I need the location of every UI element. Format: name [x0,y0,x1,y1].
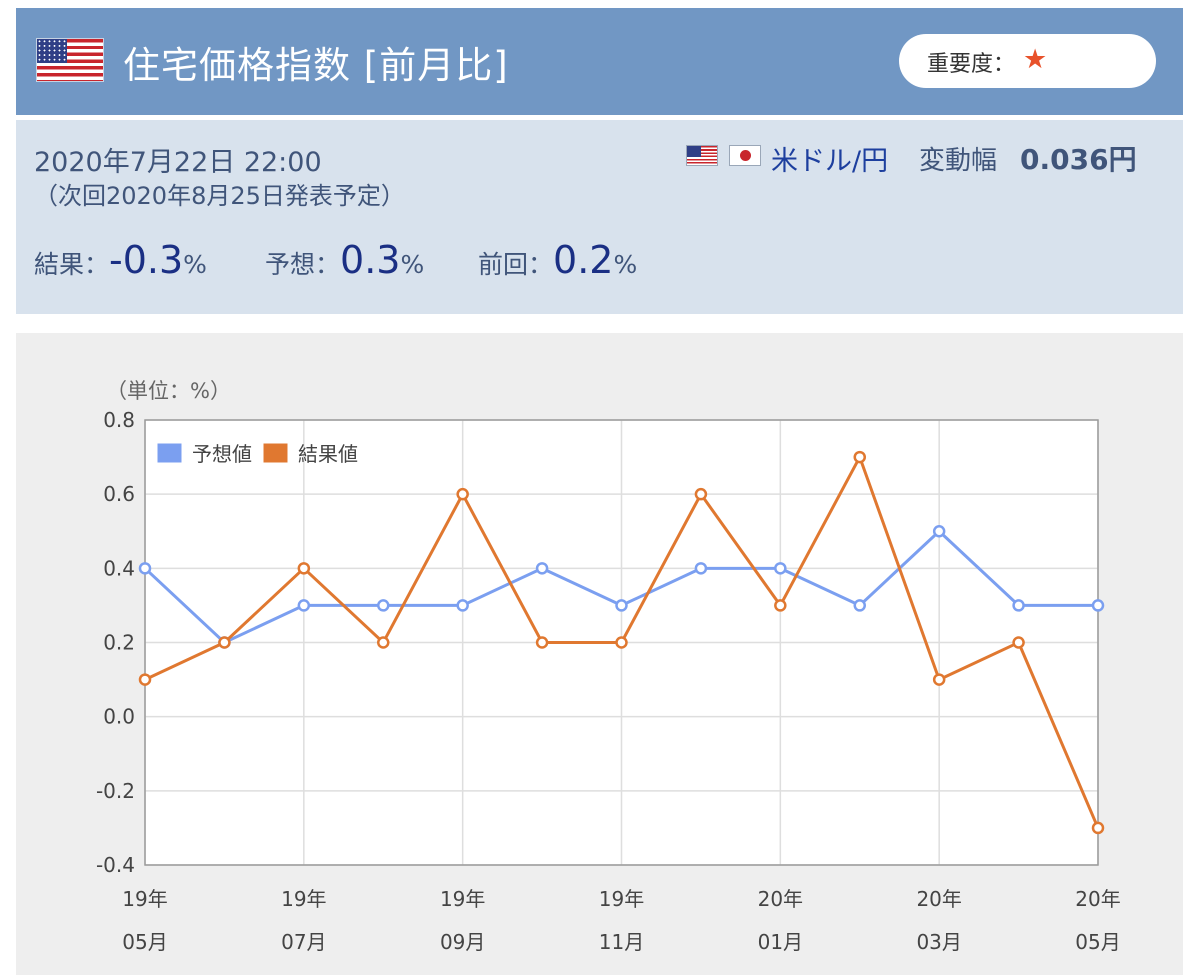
data-point [377,599,390,612]
forecast-label: 予想： [265,250,341,279]
y-tick-label: 0.6 [103,482,135,506]
data-point [615,599,628,612]
chart-container: 0.8 0.6 0.4 0.2 0.0 -0.2 -0.4 19年 05月 19年 07月 19年 09… [16,333,1183,975]
next-release-date: （次回2020年8月25日発表予定） [34,182,405,210]
x-tick-label: 09月 [440,930,485,954]
unit-label: （単位：%） [106,379,231,403]
data-point [138,562,152,575]
x-tick-label: 19年 [599,887,644,911]
x-tick-label: 05月 [1075,930,1120,954]
data-point [1012,636,1025,649]
data-point [853,599,866,612]
x-tick-label: 07月 [281,930,326,954]
data-point [853,450,866,464]
y-tick-label: 0.4 [103,556,135,580]
data-point [1091,599,1105,612]
data-point [297,562,311,575]
line-chart: 0.8 0.6 0.4 0.2 0.0 -0.2 -0.4 19年 05月 19年 07月 19年 09… [96,379,1121,954]
forecast-unit: % [400,250,425,279]
x-tick-label: 19年 [440,887,485,911]
data-point [377,636,390,649]
us-flag-icon [36,38,104,82]
result-value: -0.3 [109,238,184,282]
forecast-value: 0.3 [340,238,401,282]
x-tick-label: 20年 [1075,887,1120,911]
previous-value: 0.2 [553,238,614,282]
result-stat: 結果：-0.3% [34,238,207,282]
data-point [932,525,946,538]
indicator-header: 住宅価格指数 [前月比] 重要度： ★ [16,8,1183,115]
data-point [535,636,549,649]
data-point [1091,821,1105,835]
release-datetime: 2020年7月22日 22:00 [34,147,322,178]
x-tick-label: 19年 [122,887,167,911]
data-point [1012,599,1025,612]
y-tick-label: -0.2 [96,779,135,803]
x-tick-label: 05月 [122,930,167,954]
data-point [694,562,708,575]
x-tick-label: 11月 [599,930,644,954]
y-tick-label: -0.4 [96,853,135,877]
x-tick-label: 20年 [916,887,961,911]
range-value: 0.036円 [1020,143,1137,176]
x-tick-label: 20年 [758,887,803,911]
x-tick-label: 19年 [281,887,326,911]
data-point [456,599,469,612]
previous-stat: 前回：0.2% [478,238,637,282]
data-point [932,673,946,686]
data-point [297,599,311,612]
star-icon: ★ [1023,44,1048,75]
result-label: 結果： [34,250,110,279]
data-point [456,487,469,501]
legend-swatch [156,442,183,464]
data-point [774,599,787,612]
data-point [535,562,549,575]
data-point [694,487,708,501]
previous-unit: % [613,250,638,279]
release-info-panel: 2020年7月22日 22:00 （次回2020年8月25日発表予定） 米ドル/… [16,120,1183,314]
legend-swatch [262,442,289,464]
japan-flag-icon [729,145,761,166]
y-tick-label: 0.2 [103,631,135,655]
data-point [218,636,231,649]
forecast-stat: 予想：0.3% [265,238,424,282]
importance-label: 重要度： [927,52,1016,77]
indicator-title: 住宅価格指数 [前月比] [123,44,509,87]
range-label: 変動幅 [919,146,998,176]
y-tick-label: 0.8 [103,408,135,432]
data-point [615,636,628,649]
plot-border [144,419,1099,866]
importance-badge: 重要度： ★ [899,34,1156,88]
currency-pair-link[interactable]: 米ドル/円 [771,146,889,177]
legend-label: 予想値 [192,442,252,466]
result-unit: % [183,250,207,279]
y-tick-label: 0.0 [103,705,135,729]
data-point [774,562,787,575]
x-tick-label: 03月 [916,930,961,954]
us-flag-icon [686,145,718,166]
legend-label: 結果値 [298,442,358,466]
x-tick-label: 01月 [758,930,803,954]
data-point [138,673,152,686]
previous-label: 前回： [478,250,554,279]
